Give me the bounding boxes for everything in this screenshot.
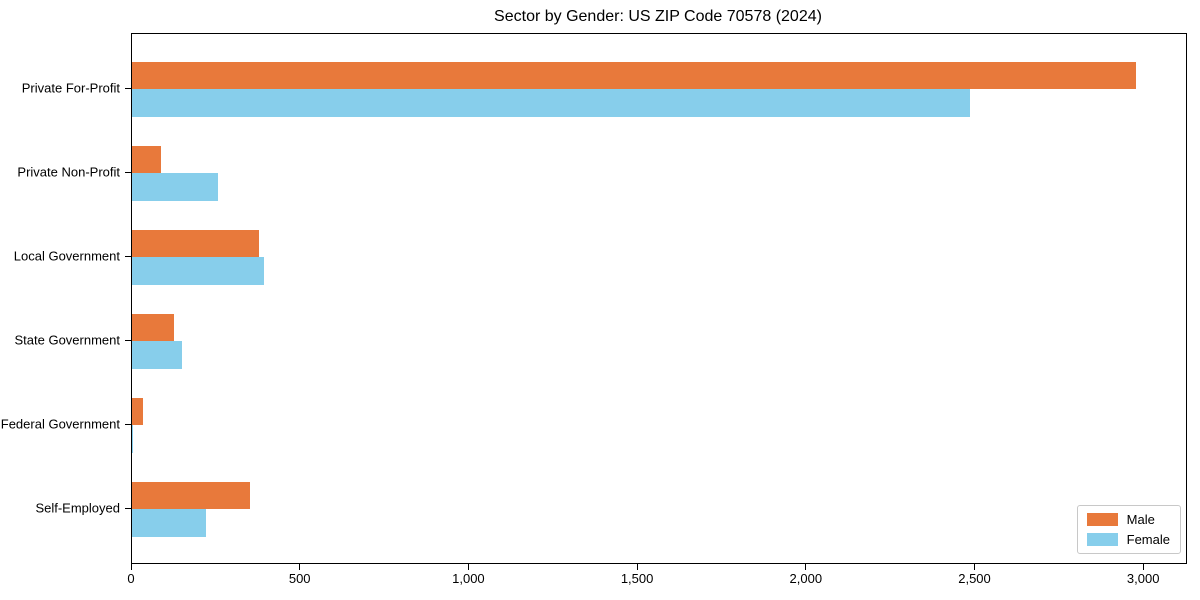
x-tick-mark-1 xyxy=(299,564,301,570)
x-tick-mark-4 xyxy=(805,564,807,570)
x-tick-mark-0 xyxy=(130,564,132,570)
y-tick-label-3: State Government xyxy=(14,332,121,348)
legend-label-female: Female xyxy=(1126,532,1170,547)
bar-male-3 xyxy=(132,313,175,342)
legend-item-male: Male xyxy=(1086,512,1170,527)
x-tick-mark-6 xyxy=(1142,564,1144,570)
x-tick-label-3: 1,500 xyxy=(620,571,654,586)
bar-female-4 xyxy=(132,425,133,453)
x-tick-label-4: 2,000 xyxy=(789,571,823,586)
x-tick-label-6: 3,000 xyxy=(1126,571,1160,586)
legend-swatch-female-icon xyxy=(1086,533,1118,546)
y-tick-label-1: Private Non-Profit xyxy=(17,164,120,180)
bar-male-0 xyxy=(132,61,1136,90)
bar-male-1 xyxy=(132,145,161,174)
x-tick-label-1: 500 xyxy=(288,571,311,586)
bar-female-2 xyxy=(132,257,264,285)
x-tick-mark-5 xyxy=(974,564,975,570)
bar-female-1 xyxy=(132,173,218,201)
x-tick-label-2: 1,000 xyxy=(452,571,485,586)
y-tick-label-0: Private For-Profit xyxy=(21,80,120,96)
bar-female-0 xyxy=(132,89,971,117)
legend: Male Female xyxy=(1076,505,1181,554)
y-tick-label-4: Federal Government xyxy=(0,416,120,432)
x-tick-mark-2 xyxy=(467,564,469,570)
bar-male-2 xyxy=(132,229,259,258)
chart-title: Sector by Gender: US ZIP Code 70578 (202… xyxy=(494,8,822,25)
legend-item-female: Female xyxy=(1086,532,1170,547)
bar-female-3 xyxy=(132,341,182,369)
legend-swatch-male-icon xyxy=(1086,513,1118,526)
x-tick-label-0: 0 xyxy=(127,571,135,586)
bar-female-5 xyxy=(132,509,207,537)
legend-label-male: Male xyxy=(1126,512,1155,527)
bar-male-5 xyxy=(132,481,251,510)
bar-male-4 xyxy=(132,397,143,426)
plot-area: Male Female xyxy=(131,33,1187,564)
y-tick-label-5: Self-Employed xyxy=(35,500,120,516)
x-tick-mark-3 xyxy=(636,564,638,570)
x-tick-label-5: 2,500 xyxy=(958,571,991,586)
y-tick-label-2: Local Government xyxy=(13,248,120,264)
